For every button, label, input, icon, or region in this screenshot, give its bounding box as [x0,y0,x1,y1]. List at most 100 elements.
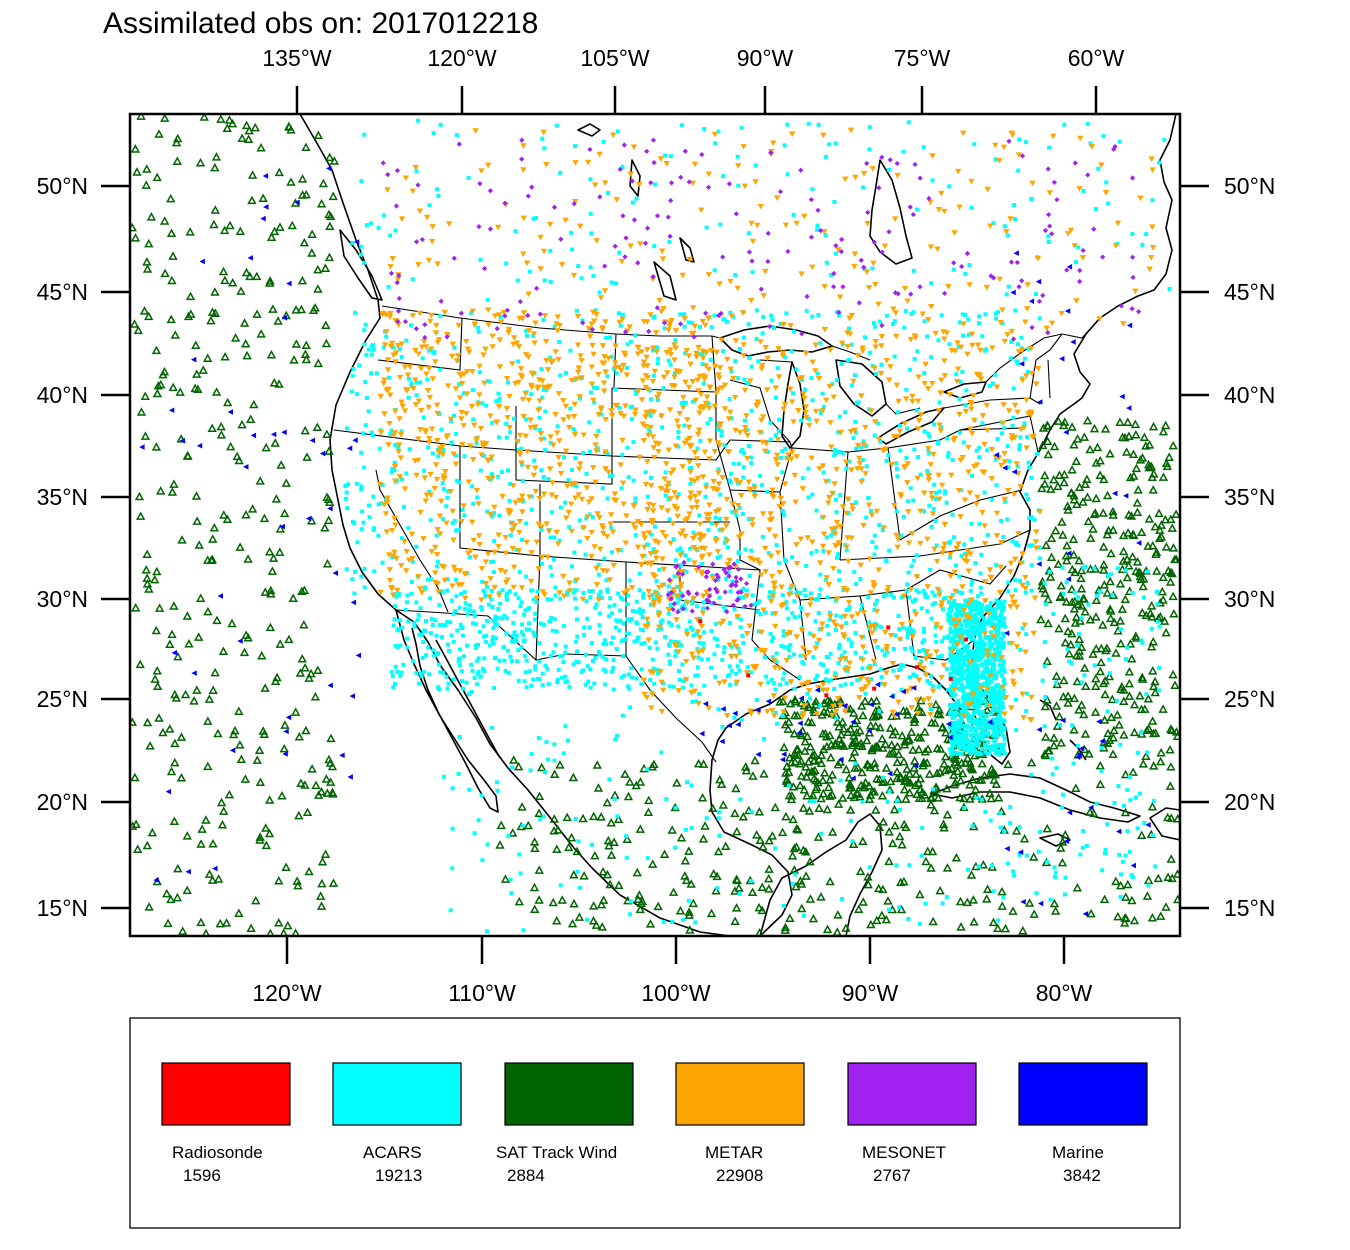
metar-marker [1017,560,1024,567]
acars-marker [592,385,597,390]
acars-marker [687,466,692,471]
acars-marker [360,509,365,514]
sat-marker [279,508,290,518]
acars-marker [996,626,1001,631]
acars-marker [763,610,768,615]
acars-marker [953,701,958,706]
acars-marker [984,677,989,682]
sat-marker [182,611,192,620]
acars-marker [912,356,917,361]
acars-marker [506,670,511,675]
sat-marker [286,177,296,186]
sat-marker [888,746,898,756]
acars-marker [605,496,610,501]
acars-marker [443,623,448,628]
acars-marker [991,702,996,707]
acars-marker [975,594,980,599]
acars-marker [848,818,853,823]
metar-marker [837,523,844,530]
sat-marker [152,566,162,576]
acars-marker [979,735,984,740]
acars-marker [490,725,495,730]
acars-marker [999,729,1004,734]
metar-marker [776,665,783,672]
acars-marker [588,667,593,672]
acars-marker [794,590,799,595]
acars-marker [849,643,854,648]
sat-marker [261,823,271,832]
acars-marker [948,671,953,676]
sat-marker [221,918,232,927]
sat-marker [862,759,872,768]
acars-marker [608,474,613,479]
metar-marker [798,627,806,634]
acars-marker [410,277,415,282]
right-axis-label: 15°N [1224,895,1275,921]
acars-marker [893,633,898,638]
metar-marker [917,412,925,418]
metar-marker [590,397,597,404]
acars-marker [495,616,500,621]
acars-marker [943,596,948,601]
acars-marker [689,826,694,831]
acars-marker [543,409,548,414]
sat-marker [1095,666,1105,676]
sat-marker [860,777,871,787]
sat-marker [219,225,230,235]
acars-marker [988,723,993,728]
acars-marker [641,591,646,596]
sat-marker [146,212,157,221]
acars-marker [790,555,795,560]
acars-marker [671,537,676,542]
sat-marker [1119,685,1129,694]
acars-marker [647,427,652,432]
sat-marker [152,172,162,182]
acars-marker [1002,224,1007,229]
sat-marker [877,910,887,920]
acars-marker [478,674,483,679]
acars-marker [979,662,984,667]
acars-marker [695,665,700,670]
acars-marker [939,424,944,429]
acars-marker [673,639,678,644]
acars-marker [603,682,608,687]
sat-marker [1080,729,1091,738]
acars-marker [780,593,785,598]
acars-marker [911,558,916,563]
sat-marker [132,167,142,176]
acars-marker [387,375,392,380]
sat-marker [277,790,287,800]
sat-marker [266,349,277,359]
acars-marker [549,615,554,620]
metar-marker [575,369,582,376]
acars-marker [976,734,981,739]
metar-marker [851,427,858,434]
acars-marker [827,617,832,622]
sat-marker [293,880,303,890]
sat-marker [1086,533,1096,542]
acars-marker [993,725,998,730]
sat-marker [154,713,164,722]
acars-marker [607,777,612,782]
acars-marker [471,621,476,626]
acars-marker [533,215,538,220]
acars-marker [600,654,605,659]
left-axis-label: 45°N [37,279,88,305]
metar-marker [526,494,533,501]
acars-marker [815,227,820,232]
acars-marker [1002,742,1007,747]
acars-marker [1001,696,1006,701]
acars-marker [1024,709,1029,714]
acars-marker [950,741,955,746]
sat-marker [813,832,824,841]
acars-marker [966,663,971,668]
sat-marker [793,744,803,754]
observations-layer [130,114,1180,936]
sat-marker [210,205,220,214]
sat-marker [496,820,506,830]
acars-marker [980,334,985,339]
sat-marker [167,275,177,285]
acars-marker [983,668,988,673]
acars-marker [974,688,979,693]
metar-marker [756,429,764,436]
